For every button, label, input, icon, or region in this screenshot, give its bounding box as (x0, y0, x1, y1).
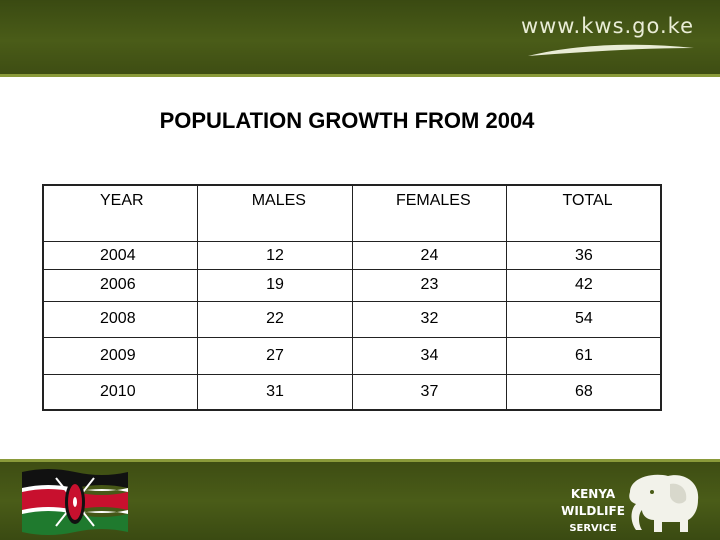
cell-females: 32 (351, 300, 508, 338)
column-header-females: FEMALES (351, 184, 508, 242)
cell-total: 68 (506, 373, 662, 411)
cell-total: 42 (506, 268, 662, 302)
table-row: 2006 19 23 42 (42, 268, 662, 302)
cell-males: 19 (197, 268, 353, 302)
cell-females: 34 (351, 336, 508, 375)
cell-total: 36 (506, 240, 662, 270)
elephant-icon (629, 474, 699, 532)
column-header-year: YEAR (42, 184, 199, 242)
logo-line-service: SERVICE (569, 523, 617, 534)
table-row: 2004 12 24 36 (42, 240, 662, 270)
cell-year: 2010 (42, 373, 199, 411)
cell-males: 12 (197, 240, 353, 270)
cell-males: 27 (197, 336, 353, 375)
header-band (0, 0, 720, 74)
cell-females: 24 (351, 240, 508, 270)
cell-males: 31 (197, 373, 353, 411)
cell-total: 61 (506, 336, 662, 375)
table-row: 2008 22 32 54 (42, 300, 662, 338)
cell-females: 37 (351, 373, 508, 411)
table-header-row: YEAR MALES FEMALES TOTAL (42, 184, 662, 242)
table-row: 2009 27 34 61 (42, 336, 662, 375)
swoosh-decoration (528, 44, 694, 56)
cell-year: 2009 (42, 336, 199, 375)
kws-logo-text: KENYA WILDLIFE SERVICE (556, 486, 630, 537)
population-table: YEAR MALES FEMALES TOTAL 2004 12 24 36 2… (42, 184, 662, 411)
header-divider (0, 74, 720, 77)
logo-line-wildlife: WILDLIFE (561, 504, 625, 518)
slide-title: POPULATION GROWTH FROM 2004 (159, 108, 535, 133)
cell-females: 23 (351, 268, 508, 302)
site-url: www.kws.go.ke (520, 14, 694, 38)
logo-line-kenya: KENYA (570, 487, 616, 501)
cell-males: 22 (197, 300, 353, 338)
cell-total: 54 (506, 300, 662, 338)
column-header-total: TOTAL (506, 184, 662, 242)
cell-year: 2006 (42, 268, 199, 302)
cell-year: 2008 (42, 300, 199, 338)
table-row: 2010 31 37 68 (42, 373, 662, 411)
column-header-males: MALES (197, 184, 353, 242)
kenya-flag-icon (22, 469, 128, 535)
footer-divider (0, 459, 720, 462)
cell-year: 2004 (42, 240, 199, 270)
